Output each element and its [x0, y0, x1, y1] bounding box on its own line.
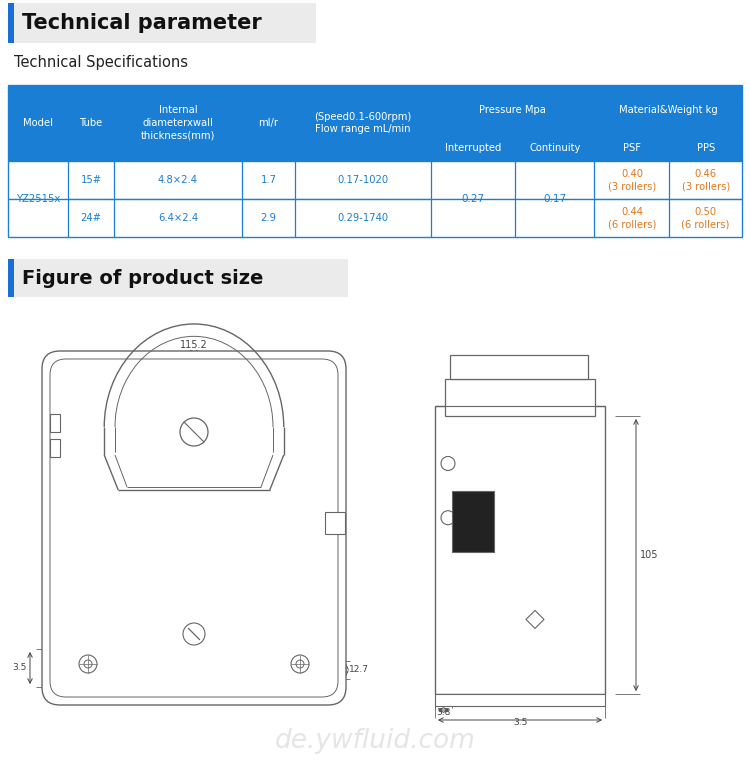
Circle shape: [441, 511, 455, 524]
Bar: [435, 406, 605, 694]
Text: 0.17-1020: 0.17-1020: [338, 175, 388, 185]
Bar: [325, 512, 345, 534]
Bar: [50, 414, 60, 432]
Circle shape: [441, 457, 455, 471]
Text: Tube: Tube: [80, 118, 103, 128]
Bar: [8, 199, 742, 237]
Text: PPS: PPS: [697, 143, 715, 153]
Text: de.ywfluid.com: de.ywfluid.com: [274, 728, 476, 754]
Circle shape: [84, 660, 92, 668]
Text: 2.9: 2.9: [260, 213, 277, 223]
Text: 1.7: 1.7: [260, 175, 277, 185]
Text: 0.17: 0.17: [543, 194, 566, 204]
Text: Interrupted: Interrupted: [445, 143, 501, 153]
Circle shape: [291, 655, 309, 673]
Text: 0.40
(3 rollers): 0.40 (3 rollers): [608, 169, 656, 191]
Text: Material&Weight kg: Material&Weight kg: [619, 105, 718, 115]
Bar: [8, 135, 742, 161]
Bar: [8, 3, 316, 43]
Bar: [452, 491, 494, 551]
Bar: [8, 161, 742, 199]
Text: Figure of product size: Figure of product size: [22, 268, 263, 288]
Text: Technical Specifications: Technical Specifications: [14, 55, 188, 71]
Circle shape: [180, 418, 208, 446]
Polygon shape: [526, 611, 544, 628]
Text: 0.50
(6 rollers): 0.50 (6 rollers): [682, 207, 730, 229]
Text: ml/r: ml/r: [259, 118, 278, 128]
Text: 4.8×2.4: 4.8×2.4: [158, 175, 198, 185]
Text: 15#: 15#: [80, 175, 101, 185]
Circle shape: [296, 660, 304, 668]
Text: 3.8: 3.8: [436, 708, 451, 717]
Text: (Speed0.1-600rpm)
Flow range mL/min: (Speed0.1-600rpm) Flow range mL/min: [314, 112, 412, 135]
Text: Continuity: Continuity: [530, 143, 580, 153]
FancyBboxPatch shape: [50, 359, 338, 697]
Text: 0.46
(3 rollers): 0.46 (3 rollers): [682, 169, 730, 191]
Text: Model: Model: [23, 118, 53, 128]
Text: 6.4×2.4: 6.4×2.4: [158, 213, 198, 223]
Bar: [8, 3, 14, 43]
Text: Technical parameter: Technical parameter: [22, 13, 262, 33]
Bar: [50, 439, 60, 457]
Bar: [8, 259, 348, 297]
Text: PSF: PSF: [623, 143, 641, 153]
Text: YZ2515x: YZ2515x: [16, 194, 60, 204]
FancyBboxPatch shape: [42, 351, 346, 705]
Circle shape: [79, 655, 97, 673]
Text: 94: 94: [188, 350, 200, 360]
Bar: [435, 694, 605, 706]
Circle shape: [183, 623, 205, 645]
Bar: [8, 259, 14, 297]
Text: 12.7: 12.7: [349, 665, 369, 674]
Bar: [8, 85, 742, 135]
Bar: [450, 355, 588, 379]
Text: 24#: 24#: [80, 213, 101, 223]
Text: 0.44
(6 rollers): 0.44 (6 rollers): [608, 207, 656, 229]
Text: 0.29-1740: 0.29-1740: [338, 213, 388, 223]
Bar: [445, 379, 595, 416]
Text: Internal
diameterxwall
thickness(mm): Internal diameterxwall thickness(mm): [141, 105, 215, 141]
Text: Pressure Mpa: Pressure Mpa: [479, 105, 546, 115]
Text: 0.27: 0.27: [461, 194, 484, 204]
Text: 115.2: 115.2: [180, 340, 208, 350]
Text: 3.5: 3.5: [513, 718, 527, 727]
Text: 105: 105: [640, 550, 658, 560]
Text: 3.5: 3.5: [12, 664, 26, 673]
